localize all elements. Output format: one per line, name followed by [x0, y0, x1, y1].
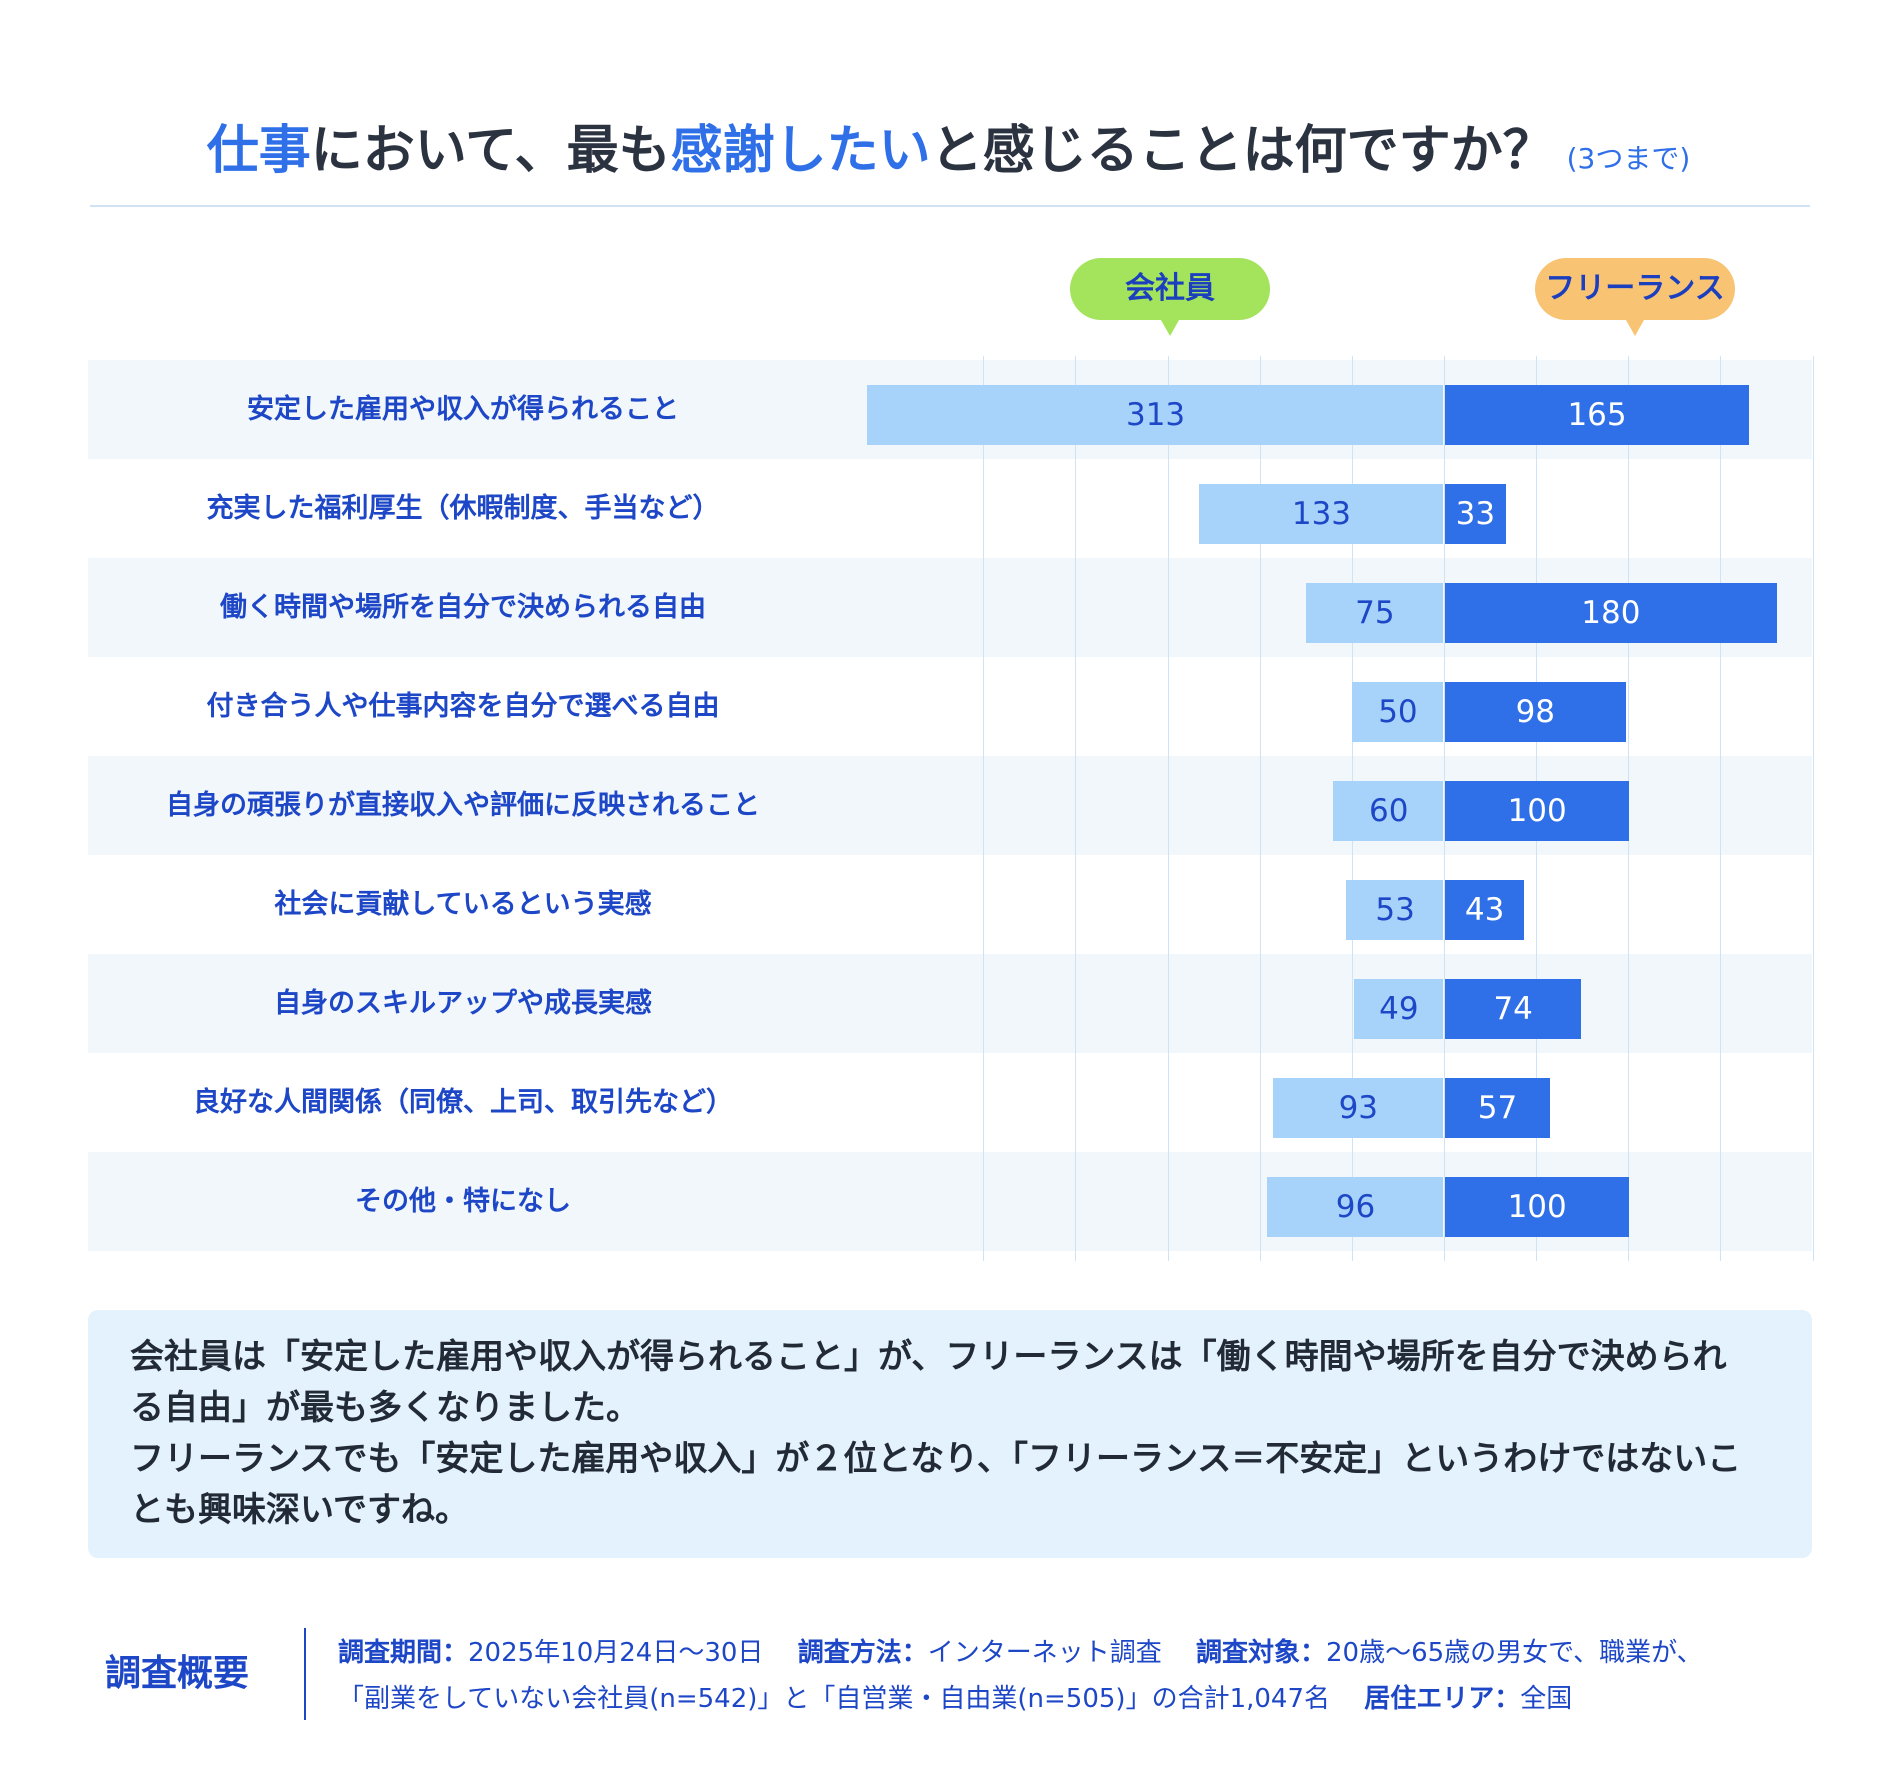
period-value: 2025年10月24日～30日	[468, 1638, 764, 1668]
value-label-freelance: 180	[1581, 594, 1641, 631]
legend-freelance: フリーランス	[1535, 258, 1735, 336]
note-line4: とも興味深いですね。	[130, 1490, 469, 1530]
value-label-freelance: 98	[1515, 693, 1556, 730]
bar-freelance	[1445, 1077, 1551, 1138]
note-box	[88, 1310, 1812, 1558]
value-label-freelance: 100	[1507, 1188, 1567, 1225]
category-label: 安定した雇用や収入が得られること	[247, 394, 679, 425]
legend-employee: 会社員	[1070, 258, 1270, 336]
value-label-freelance: 74	[1493, 990, 1533, 1027]
title-divider	[90, 205, 1810, 207]
note-line2: る自由」が最も多くなりました。	[130, 1388, 640, 1428]
gridline	[983, 356, 985, 1261]
category-label: 自身のスキルアップや成長実感	[274, 988, 652, 1019]
title-part3: 感謝したい	[670, 121, 931, 181]
bar-employee	[1351, 681, 1443, 742]
method-label: 調査方法：	[797, 1638, 928, 1668]
gridline	[1075, 356, 1077, 1261]
category-label: 社会に貢献しているという実感	[274, 889, 652, 920]
category-label: 付き合う人や仕事内容を自分で選べる自由	[206, 691, 720, 722]
survey-divider	[304, 1628, 306, 1720]
note-line1: 会社員は「安定した雇用や収入が得られること」が、フリーランスは「働く時間や場所を…	[130, 1337, 1727, 1377]
bar-employee	[867, 384, 1443, 445]
period-label: 調査期間：	[338, 1638, 469, 1668]
note-line3: フリーランスでも「安定した雇用や収入」が２位となり、「フリーランス＝不安定」とい…	[130, 1439, 1742, 1479]
value-label-freelance: 165	[1567, 396, 1627, 433]
value-label-freelance: 43	[1464, 891, 1505, 928]
bar-employee	[1272, 1077, 1443, 1138]
bar-freelance	[1445, 681, 1626, 742]
bar-freelance	[1445, 780, 1630, 841]
survey-line1: 調査期間：2025年10月24日～30日 調査方法：インターネット調査 調査対象…	[338, 1630, 1838, 1676]
value-label-freelance: 100	[1507, 792, 1567, 829]
gridline	[1720, 356, 1722, 1261]
survey-heading: 調査概要	[105, 1653, 250, 1694]
title-sub: (3つまで)	[1566, 142, 1691, 175]
bar-employee	[1353, 978, 1443, 1039]
bar-employee	[1333, 780, 1443, 841]
target-label: 調査対象：	[1196, 1638, 1327, 1668]
bar-freelance	[1445, 483, 1506, 544]
target-value-1: 20歳～65歳の男女で、職業が、	[1326, 1638, 1703, 1668]
value-label-freelance: 57	[1477, 1089, 1518, 1126]
target-value-2: 「副業をしていない会社員(n=542)」と「自営業・自由業(n=505)」の合計…	[338, 1684, 1331, 1714]
value-label-employee: 313	[1125, 396, 1186, 433]
chart-title: 仕事において、最も感謝したいと感じることは何ですか？ (3つまで)	[0, 108, 1897, 183]
survey-details: 調査期間：2025年10月24日～30日 調査方法：インターネット調査 調査対象…	[338, 1630, 1838, 1722]
value-label-employee: 49	[1379, 990, 1419, 1027]
bar-employee	[1346, 879, 1443, 940]
category-label: 働く時間や場所を自分で決められる自由	[220, 592, 706, 623]
title-part2: において、最も	[310, 121, 671, 181]
category-label: 良好な人間関係（同僚、上司、取引先など）	[193, 1087, 733, 1118]
method-value: インターネット調査	[927, 1638, 1162, 1668]
bar-employee	[1198, 483, 1443, 544]
area-value: 全国	[1520, 1684, 1573, 1714]
bar-freelance	[1445, 1176, 1630, 1237]
gridline	[1812, 356, 1814, 1261]
category-label: 自身の頑張りが直接収入や評価に反映されること	[166, 790, 760, 821]
title-part1: 仕事	[206, 121, 311, 181]
value-label-employee: 93	[1338, 1089, 1379, 1126]
value-label-freelance: 33	[1455, 495, 1496, 532]
value-label-employee: 50	[1378, 693, 1418, 730]
note-text: 会社員は「安定した雇用や収入が得られること」が、フリーランスは「働く時間や場所を…	[130, 1332, 1790, 1536]
category-label: 充実した福利厚生（休暇制度、手当など）	[206, 493, 720, 524]
value-label-employee: 60	[1368, 792, 1409, 829]
gridline	[1444, 356, 1445, 1261]
gridline	[1167, 356, 1169, 1261]
bar-employee	[1305, 582, 1443, 643]
value-label-employee: 53	[1375, 891, 1415, 928]
bar-freelance	[1445, 978, 1582, 1039]
bar-freelance	[1445, 582, 1777, 643]
survey-line2: 「副業をしていない会社員(n=542)」と「自営業・自由業(n=505)」の合計…	[338, 1676, 1838, 1722]
value-label-employee: 96	[1335, 1188, 1376, 1225]
gridline	[1259, 356, 1261, 1261]
category-label: その他・特になし	[355, 1186, 571, 1217]
area-label: 居住エリア：	[1364, 1684, 1521, 1714]
value-label-employee: 75	[1355, 594, 1395, 631]
bar-freelance	[1445, 384, 1750, 445]
bar-freelance	[1445, 879, 1525, 940]
bar-employee	[1267, 1176, 1443, 1237]
title-part4: と感じることは何ですか？	[930, 121, 1555, 181]
value-label-employee: 133	[1291, 495, 1352, 532]
